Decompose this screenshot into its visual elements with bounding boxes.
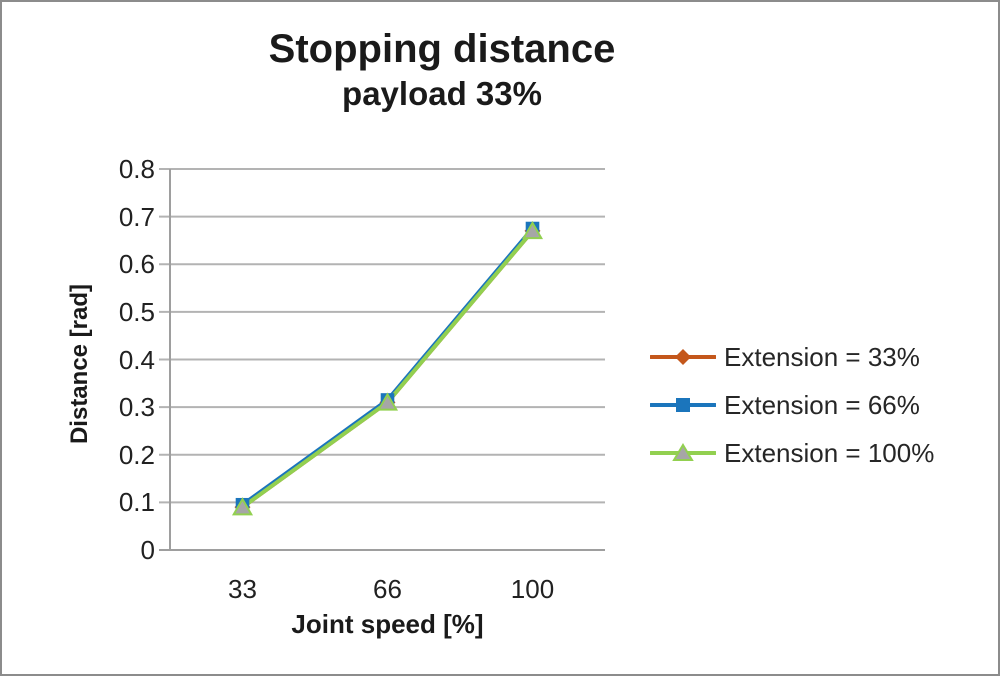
x-axis-title: Joint speed [%] bbox=[291, 609, 484, 639]
series-line bbox=[240, 226, 535, 507]
legend: Extension = 33% Extension = 66% Extension … bbox=[650, 333, 934, 477]
legend-label: Extension = 33% bbox=[724, 341, 920, 372]
x-tick-label: 33 bbox=[228, 574, 257, 604]
y-tick-label: 0 bbox=[140, 535, 155, 565]
y-tick-label: 0.8 bbox=[118, 154, 155, 184]
data-point-marker bbox=[231, 497, 254, 516]
y-tick-label: 0.4 bbox=[118, 344, 155, 375]
legend-label: Extension = 100% bbox=[724, 437, 935, 468]
chart-title: Stopping distance bbox=[268, 27, 616, 71]
series-line bbox=[240, 228, 535, 510]
y-tick-label: 0.2 bbox=[118, 439, 155, 470]
y-tick-label: 0.3 bbox=[118, 392, 155, 423]
y-tick-label: 0.6 bbox=[118, 249, 155, 280]
square-legend-marker-icon bbox=[650, 398, 716, 412]
legend-item: Extension = 100% bbox=[650, 429, 934, 477]
diamond-legend-marker-icon bbox=[650, 349, 716, 365]
legend-item: Extension = 33% bbox=[650, 333, 934, 381]
y-tick-label: 0.7 bbox=[118, 201, 155, 232]
legend-label: Extension = 66% bbox=[724, 389, 920, 420]
data-point-marker bbox=[376, 392, 399, 411]
title-block: Stopping distance payload 33% bbox=[2, 26, 882, 112]
chart-subtitle: payload 33% bbox=[342, 75, 542, 112]
legend-item: Extension = 66% bbox=[650, 381, 934, 429]
data-point-marker bbox=[521, 220, 544, 240]
x-tick-label: 100 bbox=[510, 574, 555, 604]
triangle-legend-marker-icon bbox=[650, 443, 716, 461]
series-line bbox=[240, 228, 535, 510]
x-tick-label: 66 bbox=[373, 574, 402, 604]
y-tick-label: 0.1 bbox=[118, 487, 155, 518]
y-tick-label: 0.5 bbox=[118, 296, 155, 327]
